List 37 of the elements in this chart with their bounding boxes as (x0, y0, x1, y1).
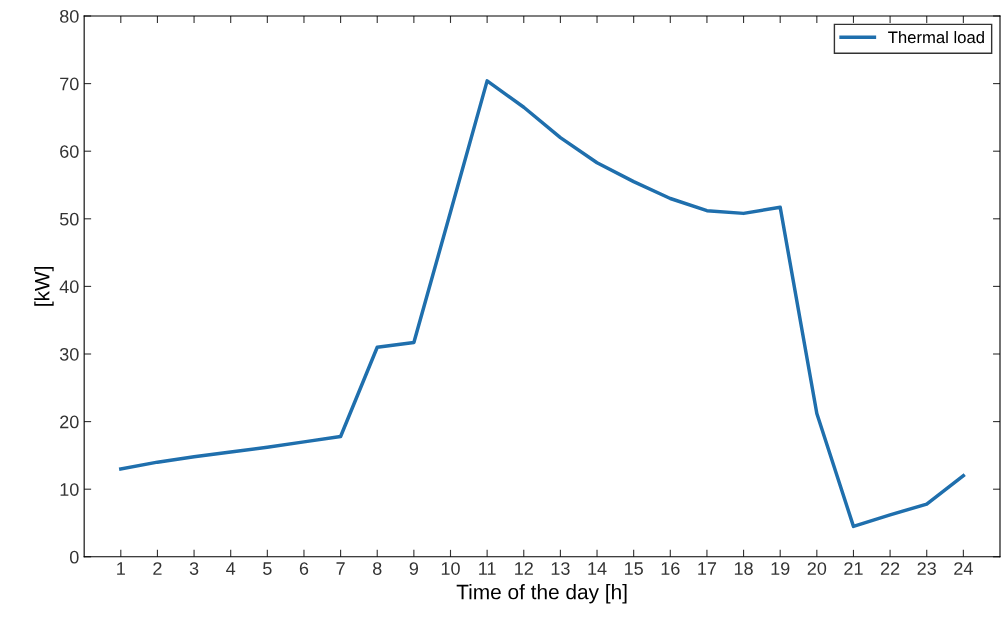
x-tick-label: 5 (263, 562, 272, 575)
x-tick-label: 22 (880, 562, 900, 575)
x-tick-label: 1 (117, 562, 125, 575)
y-tick-label: 30 (59, 347, 79, 361)
y-tick-label: 70 (60, 77, 79, 91)
x-tick-label: 13 (551, 562, 570, 575)
x-tick-label: 18 (734, 562, 753, 575)
x-tick-label: 12 (515, 562, 533, 575)
x-tick-label: 2 (153, 562, 162, 575)
x-tick-label: 10 (441, 562, 460, 575)
x-tick-label: 8 (373, 562, 382, 575)
y-tick-label: 80 (60, 9, 79, 23)
x-tick-label: 15 (625, 562, 643, 575)
y-tick-label: 50 (59, 212, 79, 226)
x-tick-label: 17 (698, 562, 717, 575)
y-axis-title: [kW] (34, 267, 54, 306)
x-tick-label: 7 (336, 562, 345, 575)
x-tick-label: 24 (954, 562, 973, 575)
x-axis-title: Time of the day [h] (456, 584, 627, 604)
y-tick-label: 60 (60, 145, 79, 158)
legend-label: Thermal load (888, 31, 984, 44)
y-tick-label: 20 (60, 415, 79, 429)
y-tick-label: 40 (59, 280, 79, 294)
y-tick-label: 10 (60, 483, 79, 496)
x-tick-label: 19 (771, 562, 790, 575)
x-tick-label: 3 (189, 562, 199, 575)
line-series (119, 79, 966, 529)
x-tick-label: 9 (409, 562, 419, 575)
x-tick-label: 6 (299, 562, 309, 575)
x-tick-label: 4 (226, 562, 236, 575)
x-tick-label: 21 (844, 562, 863, 575)
x-tick-label: 14 (588, 562, 607, 575)
x-tick-label: 23 (917, 562, 936, 575)
x-tick-label: 16 (661, 562, 680, 575)
y-tick-label: 0 (69, 550, 79, 564)
x-tick-label: 11 (479, 562, 496, 575)
x-tick-label: 20 (807, 562, 827, 575)
